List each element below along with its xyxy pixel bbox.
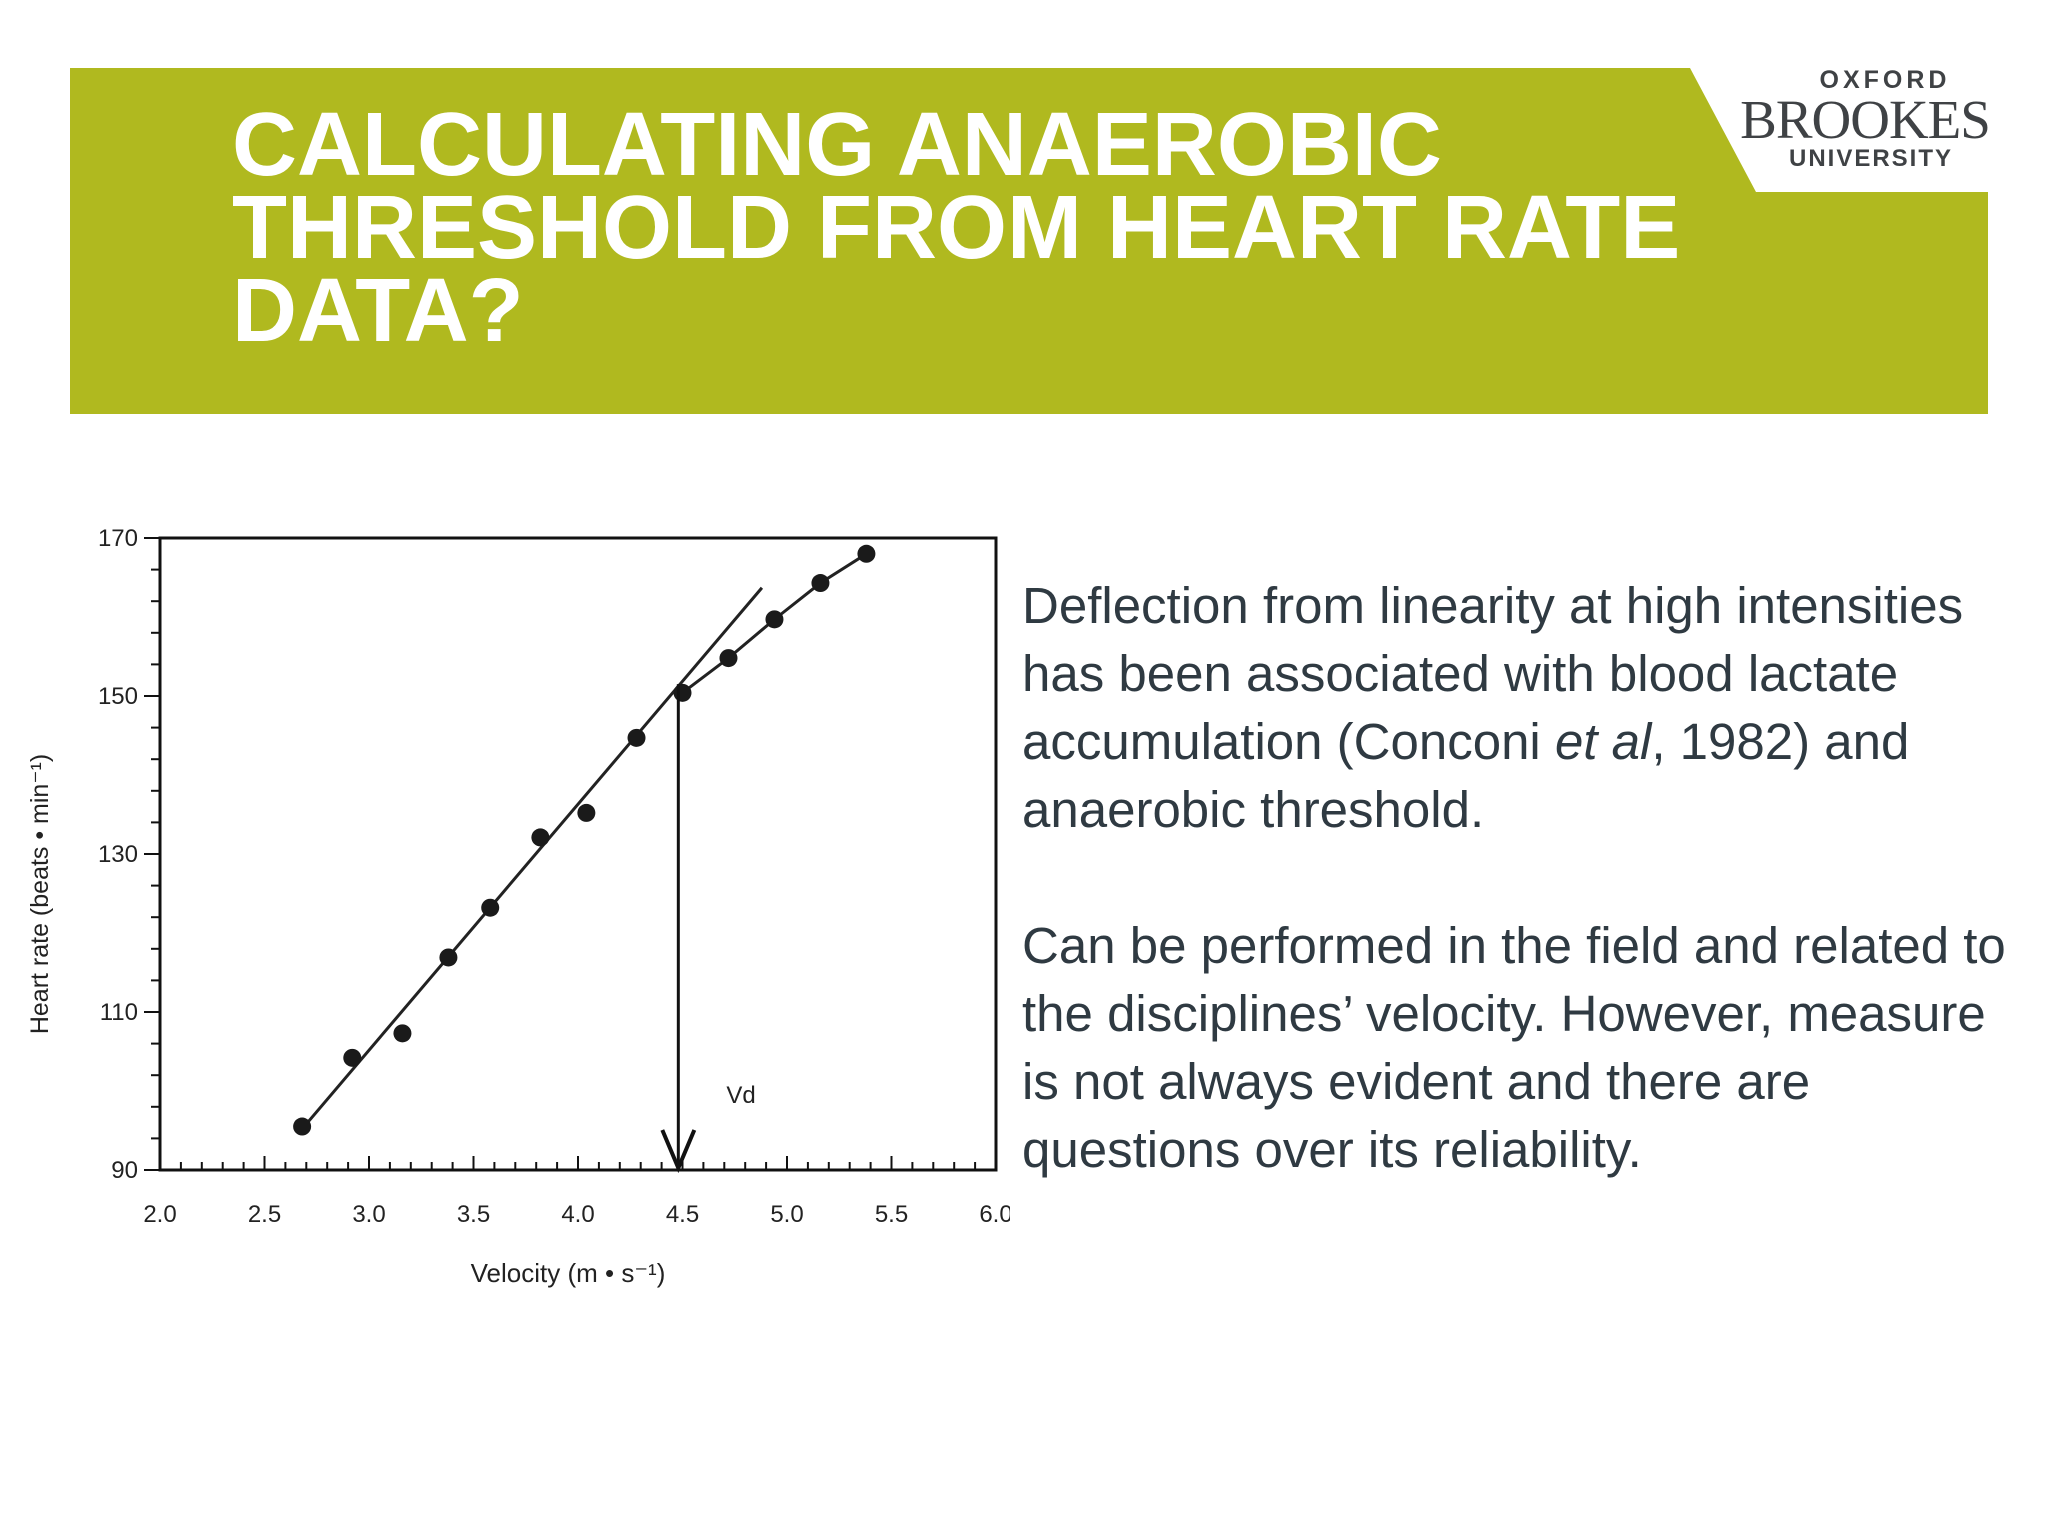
slide-title: CALCULATING ANAEROBIC THRESHOLD FROM HEA…: [232, 95, 1681, 361]
y-axis-label: Heart rate (beats • min⁻¹): [26, 754, 54, 1034]
linear-fit-line: [300, 586, 764, 1130]
y-tick-label: 90: [111, 1157, 138, 1184]
data-point: [531, 828, 550, 847]
deflection-arrow: [660, 684, 697, 1174]
logo-line-oxford: OXFORD: [1819, 66, 1951, 94]
data-point: [719, 649, 738, 668]
data-point: [481, 898, 500, 917]
fit-lines: [300, 552, 868, 1130]
data-points: [293, 544, 876, 1136]
data-point: [765, 610, 784, 629]
data-point: [343, 1048, 362, 1067]
x-tick-label: 5.5: [875, 1201, 908, 1228]
deflection-label: Vd: [726, 1082, 755, 1109]
x-tick-label: 6.0: [979, 1201, 1010, 1228]
oxford-brookes-logo: OXFORD BROOKES UNIVERSITY: [1740, 66, 1991, 173]
paragraph-1-part-a: Deflection from linearity at high intens…: [1022, 577, 1964, 770]
paragraph-field-testing: Can be performed in the field and relate…: [1022, 917, 2006, 1178]
paragraph-1-citation-italic: et al: [1554, 713, 1652, 770]
x-tick-label: 2.0: [143, 1201, 176, 1228]
data-point: [439, 948, 458, 967]
y-tick-label: 130: [98, 841, 138, 868]
x-tick-label: 4.5: [666, 1201, 699, 1228]
y-tick-label: 110: [100, 999, 138, 1026]
x-tick-label: 4.0: [561, 1201, 594, 1228]
body-text: Deflection from linearity at high intens…: [1022, 572, 2032, 1184]
heart-rate-velocity-chart: 90 110 130 150 170 2.0 2.5 3.0 3.5 4.0 4.5 5.0 5.5 6…: [26, 525, 1010, 1288]
deflection-arrow-head: [660, 1129, 697, 1174]
data-point: [293, 1117, 312, 1136]
paragraph-deflection: Deflection from linearity at high intens…: [1022, 572, 2032, 844]
x-axis-label: Velocity (m • s⁻¹): [471, 1258, 666, 1288]
data-point: [627, 728, 646, 747]
data-point: [577, 803, 596, 822]
y-tick-label: 150: [98, 683, 138, 710]
logo-line-brookes: BROOKES: [1740, 89, 1991, 150]
data-point: [393, 1024, 412, 1043]
data-point: [673, 683, 692, 702]
x-tick-label: 3.0: [352, 1201, 385, 1228]
x-axis-ticks: 2.0 2.5 3.0 3.5 4.0 4.5 5.0 5.5 6.0: [143, 1156, 1010, 1228]
logo-line-university: UNIVERSITY: [1788, 145, 1954, 172]
y-tick-label: 170: [98, 525, 138, 552]
x-tick-label: 5.0: [770, 1201, 803, 1228]
y-axis-ticks: 90 110 130 150 170: [98, 525, 160, 1184]
x-tick-label: 3.5: [457, 1201, 490, 1228]
x-tick-label: 2.5: [248, 1201, 281, 1228]
data-point: [811, 574, 830, 593]
paragraph-1-part-b: , 1982) and anaerobic threshold.: [1022, 713, 1910, 838]
plot-frame: [158, 536, 998, 1172]
data-point: [857, 544, 876, 563]
header-band: [70, 68, 1988, 414]
